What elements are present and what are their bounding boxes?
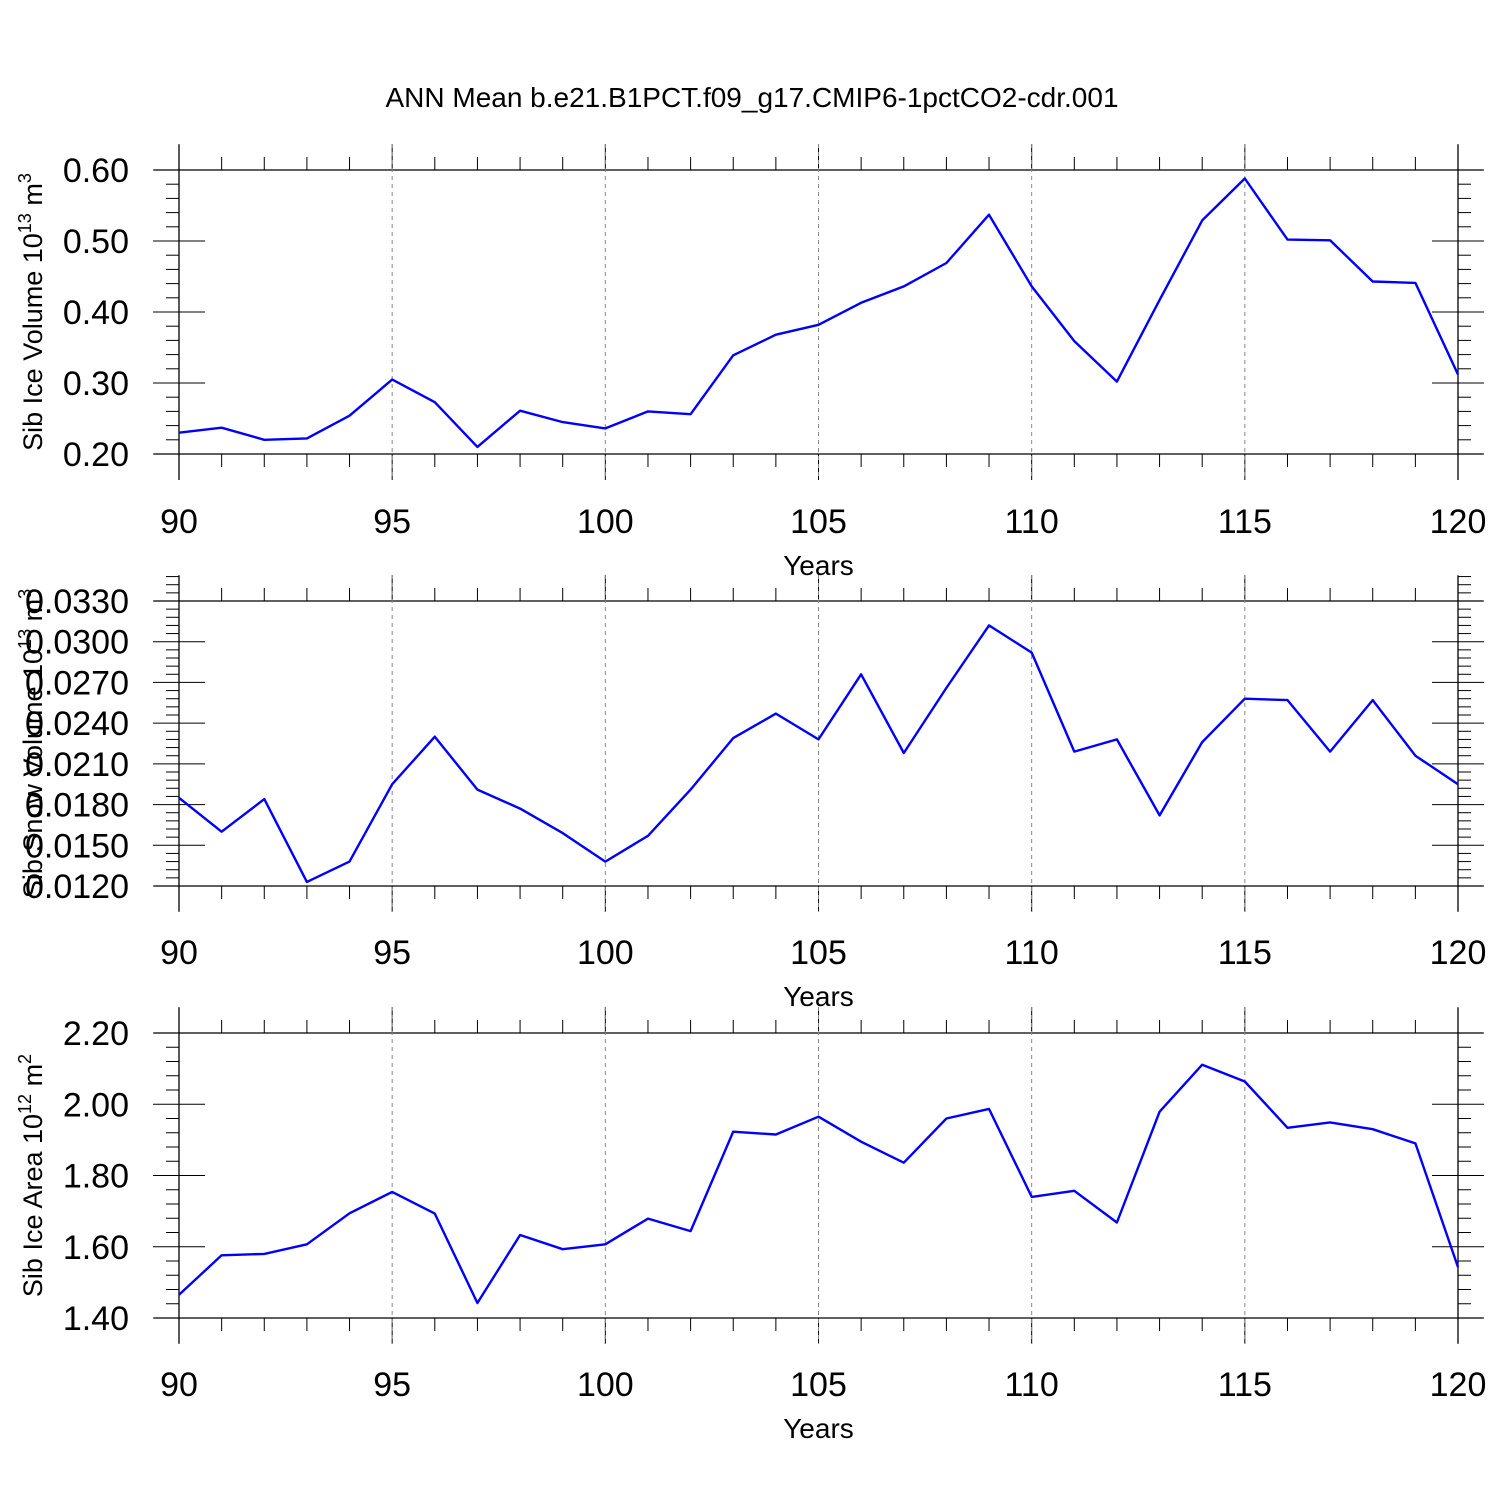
y-axis-title: Sib Ice Volume 1013 m3 (15, 173, 48, 451)
y-tick-label: 0.0150 (25, 827, 129, 865)
x-tick-label: 110 (1005, 934, 1059, 972)
series-line (178, 624, 1459, 884)
panel-3: 90 95 100 105 110 115 120 Years 1.40 1.60 1.80 2.00… (15, 1007, 1486, 1444)
x-tick-label: 105 (790, 934, 847, 972)
x-tick-label: 100 (577, 934, 634, 972)
x-tick-label: 95 (373, 934, 411, 972)
y-tick-label: 1.60 (63, 1229, 129, 1267)
x-tick-label: 90 (160, 1366, 198, 1404)
y-axis-title: Sib Snow Volume 1013 m3 (15, 589, 48, 898)
y-tick-label: 0.20 (63, 436, 129, 474)
y-tick-label: 0.50 (63, 223, 129, 261)
y-tick-label: 0.0240 (25, 705, 129, 743)
x-tick-label: 105 (790, 1366, 847, 1404)
x-axis-title: Years (783, 1413, 854, 1444)
y-tick-label: 0.0270 (25, 664, 129, 702)
y-tick-label: 0.0300 (25, 624, 129, 662)
y-tick-label: 0.0180 (25, 787, 129, 825)
y-tick-label: 0.0210 (25, 746, 129, 784)
y-tick-label: 0.60 (63, 152, 129, 190)
x-tick-label: 110 (1005, 1366, 1059, 1404)
x-tick-label: 120 (1430, 1366, 1487, 1404)
y-tick-label: 1.40 (63, 1300, 129, 1338)
x-tick-label: 115 (1218, 503, 1272, 541)
x-tick-label: 90 (160, 503, 198, 541)
panel-1: 90 95 100 105 110 115 120Years0.200.300.400.50… (15, 144, 1486, 581)
y-tick-label: 2.20 (63, 1015, 129, 1053)
series-line (178, 1063, 1460, 1305)
y-tick-label: 0.0330 (25, 583, 129, 621)
x-tick-label: 110 (1005, 503, 1059, 541)
x-tick-label: 100 (577, 503, 634, 541)
x-tick-label: 120 (1430, 503, 1487, 541)
x-tick-label: 100 (577, 1366, 634, 1404)
y-tick-label: 0.40 (63, 294, 129, 332)
x-tick-label: 115 (1218, 934, 1272, 972)
y-tick-label: 1.80 (63, 1158, 129, 1196)
y-tick-label: 0.0120 (25, 868, 129, 906)
x-tick-label: 95 (373, 503, 411, 541)
panels: 90 95 100 105 110 115 120 Years 0.20 0.30 0.40 0.50… (15, 144, 1486, 1444)
y-tick-label: 2.00 (63, 1086, 129, 1124)
panel-2: 90 95 100 105 110 115 120 Years 0.01200.01500.01… (15, 575, 1486, 1012)
x-axis-title: Years (783, 981, 854, 1012)
x-tick-label: 90 (160, 934, 198, 972)
x-tick-label: 95 (373, 1366, 411, 1404)
x-tick-label: 115 (1218, 1366, 1272, 1404)
y-axis-title: Sib Ice Area 1012 m2 (15, 1054, 48, 1297)
y-tick-label: 0.30 (63, 365, 129, 403)
x-tick-label: 105 (790, 503, 847, 541)
x-tick-label: 120 (1430, 934, 1487, 972)
series-line (178, 177, 1460, 449)
chart-title: ANN Mean b.e21.B1PCT.f09_g17.CMIP6-1pctC… (385, 82, 1118, 113)
